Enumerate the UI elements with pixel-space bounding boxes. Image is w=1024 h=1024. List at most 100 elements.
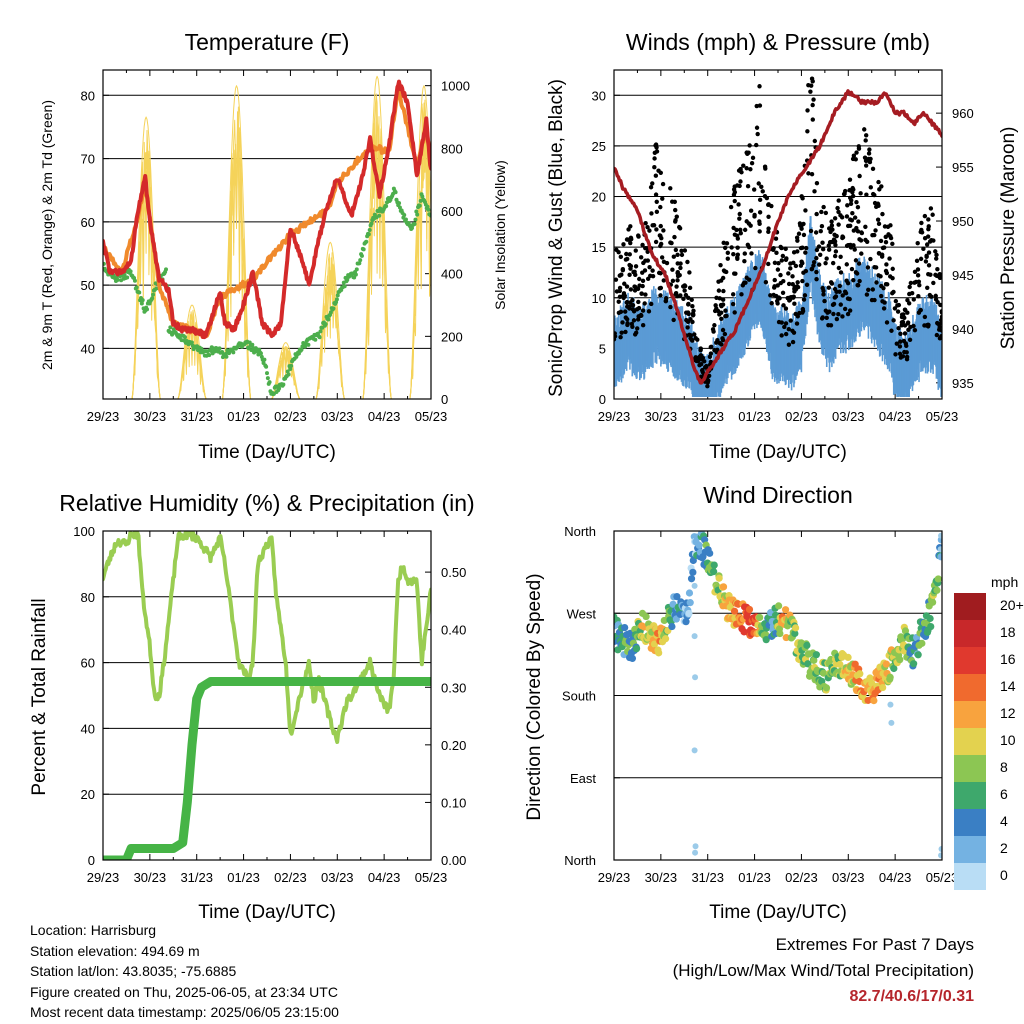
gust-point	[617, 273, 622, 278]
gust-point	[751, 187, 757, 192]
colorbar-swatch	[954, 728, 986, 755]
gust-point	[685, 259, 690, 265]
gust-point	[732, 184, 737, 189]
gust-point	[855, 283, 860, 288]
dewpoint-point	[267, 380, 272, 385]
y2-tick-label: 600	[441, 204, 463, 219]
x-tick-label: 29/23	[87, 409, 120, 424]
gust-point	[732, 310, 737, 315]
gust-point	[937, 271, 942, 277]
gust-point	[753, 265, 758, 271]
dewpoint-point	[357, 261, 362, 266]
dewpoint-point	[334, 297, 339, 302]
gust-point	[670, 199, 675, 204]
gust-point	[725, 256, 730, 261]
gust-point	[738, 166, 743, 172]
gust-point	[798, 245, 804, 251]
gust-point	[890, 275, 895, 281]
dewpoint-point	[258, 351, 263, 356]
x-tick-label: 03/23	[321, 409, 354, 424]
colorbar-label: 18	[1000, 624, 1016, 640]
gust-point	[776, 260, 781, 266]
gust-point	[919, 220, 924, 226]
gust-point	[790, 328, 795, 334]
gust-point	[808, 89, 813, 94]
gust-point	[824, 256, 829, 261]
y-tick-label: North	[564, 853, 596, 868]
gust-point	[834, 289, 839, 295]
gust-point	[854, 271, 860, 276]
x-tick-label: 30/23	[134, 409, 167, 424]
gust-point	[840, 314, 845, 319]
gust-point	[902, 331, 908, 336]
gust-point	[675, 252, 680, 257]
gust-point	[723, 308, 728, 313]
direction-point	[781, 606, 790, 614]
gust-point	[673, 291, 679, 297]
dewpoint-point	[150, 296, 155, 301]
gust-point	[895, 309, 901, 314]
gust-point	[849, 266, 855, 272]
direction-point	[914, 651, 922, 659]
direction-point	[901, 627, 910, 635]
solar-line	[409, 102, 431, 399]
gust-point	[717, 341, 723, 346]
gust-point	[749, 251, 754, 256]
y-tick-label: 60	[81, 215, 95, 230]
gust-point	[783, 331, 789, 337]
dewpoint-point	[154, 286, 159, 291]
gust-point	[660, 181, 666, 187]
y-tick-label: 40	[81, 721, 95, 736]
gust-point	[838, 254, 843, 259]
gust-point	[809, 76, 815, 81]
x-tick-label: 04/23	[879, 870, 912, 885]
gust-point	[845, 311, 851, 317]
gust-point	[847, 177, 853, 182]
solar-line	[362, 75, 392, 399]
direction-point	[803, 641, 811, 649]
colorbar-label: 10	[1000, 732, 1016, 748]
gust-point	[852, 247, 857, 252]
gust-point	[915, 267, 921, 272]
gust-point	[819, 316, 825, 321]
gust-point	[890, 241, 895, 247]
direction-point	[927, 622, 935, 631]
dewpoint-point	[367, 228, 372, 233]
gust-point	[837, 283, 843, 289]
gust-point	[826, 247, 832, 252]
winds-xlabel: Time (Day/UTC)	[709, 442, 847, 463]
dewpoint-point	[132, 278, 137, 283]
gust-point	[824, 315, 829, 321]
gust-point	[831, 311, 836, 317]
gust-point	[783, 321, 789, 326]
gust-point	[936, 327, 942, 332]
gust-point	[876, 250, 882, 256]
gust-point	[937, 336, 942, 341]
gust-point	[690, 319, 695, 325]
gust-point	[639, 291, 644, 296]
gust-point	[804, 245, 809, 251]
gust-point	[762, 164, 768, 169]
precip-line	[103, 677, 431, 860]
gust-point	[819, 223, 825, 229]
gust-point	[926, 271, 931, 277]
gust-point	[805, 129, 810, 134]
gust-point	[934, 332, 940, 338]
gust-point	[755, 131, 760, 137]
gust-point	[766, 214, 771, 219]
gust-point	[814, 180, 820, 186]
gust-point	[731, 251, 736, 257]
dewpoint-point	[220, 349, 225, 354]
gust-point	[730, 292, 736, 297]
x-tick-label: 04/23	[879, 409, 912, 424]
gust-point	[908, 324, 913, 330]
gust-point	[616, 299, 621, 304]
direction-point	[910, 660, 918, 668]
y-tick-label: 15	[592, 240, 606, 255]
gust-point	[900, 354, 906, 359]
gust-point	[926, 263, 932, 268]
gust-point	[629, 236, 634, 242]
gust-point	[721, 268, 727, 273]
dewpoint-point	[410, 226, 415, 231]
dewpoint-point	[393, 190, 398, 195]
